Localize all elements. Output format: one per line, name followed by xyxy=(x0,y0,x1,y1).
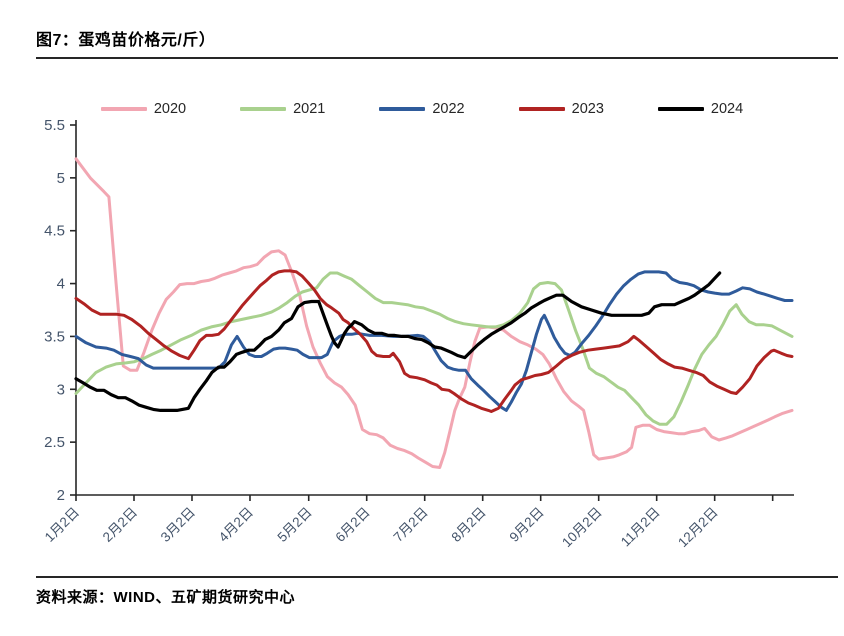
x-tick-label: 4月2日 xyxy=(216,505,256,545)
x-tick-label: 9月2日 xyxy=(506,505,546,545)
x-tick-label: 11月2日 xyxy=(618,505,663,550)
y-tick-label: 2.5 xyxy=(44,434,65,451)
y-tick-label: 4.5 xyxy=(44,223,65,240)
x-tick-label: 3月2日 xyxy=(158,505,198,545)
x-tick-label: 10月2日 xyxy=(559,505,605,551)
legend-swatch xyxy=(657,107,704,111)
legend-label: 2021 xyxy=(293,101,326,117)
legend-label: 2022 xyxy=(432,101,465,117)
series-line-2024 xyxy=(74,271,722,412)
series-line-2023 xyxy=(74,269,794,413)
legend-item-2024: 2024 xyxy=(657,101,744,117)
series-line-2021 xyxy=(74,271,794,426)
legend-swatch xyxy=(518,107,565,111)
x-tick-label: 12月2日 xyxy=(675,505,721,551)
y-tick-label: 3 xyxy=(57,381,65,398)
legend-swatch xyxy=(240,107,287,111)
legend-swatch xyxy=(100,107,147,111)
y-tick-label: 2 xyxy=(57,487,65,504)
legend-label: 2023 xyxy=(571,101,604,117)
x-tick-label: 8月2日 xyxy=(448,505,488,545)
x-tick-label: 2月2日 xyxy=(100,505,140,545)
page-title: 图7：蛋鸡苗价格元/斤） xyxy=(36,32,216,49)
x-tick-label: 1月2日 xyxy=(42,505,82,545)
legend-item-2020: 2020 xyxy=(100,101,187,117)
y-tick-label: 5 xyxy=(57,170,65,187)
legend-label: 2024 xyxy=(710,101,744,117)
y-tick-label: 5.5 xyxy=(44,117,65,134)
series-line-2022 xyxy=(74,270,794,412)
source-text: 资料来源：WIND、五矿期货研究中心 xyxy=(36,589,295,606)
x-tick-label: 5月2日 xyxy=(274,505,314,545)
axes xyxy=(75,120,794,496)
chart-legend: 2020 2021 2022 2023 2024 xyxy=(0,101,844,117)
legend-item-2022: 2022 xyxy=(379,101,465,117)
legend-item-2023: 2023 xyxy=(518,101,604,117)
source-divider xyxy=(36,576,838,578)
legend-swatch xyxy=(379,107,426,111)
y-tick-label: 3.5 xyxy=(44,328,65,345)
legend-label: 2020 xyxy=(153,101,187,117)
y-tick-label: 4 xyxy=(57,276,65,293)
title-divider xyxy=(36,57,838,59)
legend-item-2021: 2021 xyxy=(240,101,325,117)
series-line-2020 xyxy=(74,157,794,469)
x-tick-label: 7月2日 xyxy=(390,505,430,545)
x-tick-label: 6月2日 xyxy=(332,505,372,545)
